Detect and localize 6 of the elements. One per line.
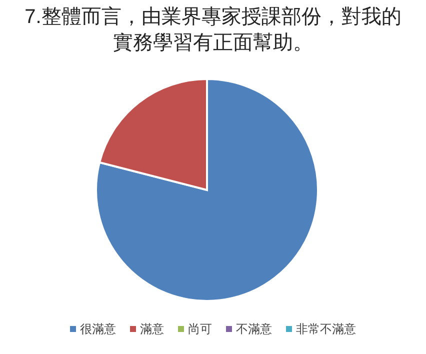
legend-label: 尚可 — [188, 322, 212, 336]
legend-label: 非常不滿意 — [296, 322, 356, 336]
legend-label: 滿意 — [140, 322, 164, 336]
legend-label: 不滿意 — [236, 322, 272, 336]
chart-title: 7.整體而言，由業界專家授課部份，對我的實務學習有正面幫助。 — [24, 5, 402, 56]
legend-label: 很滿意 — [80, 322, 116, 336]
